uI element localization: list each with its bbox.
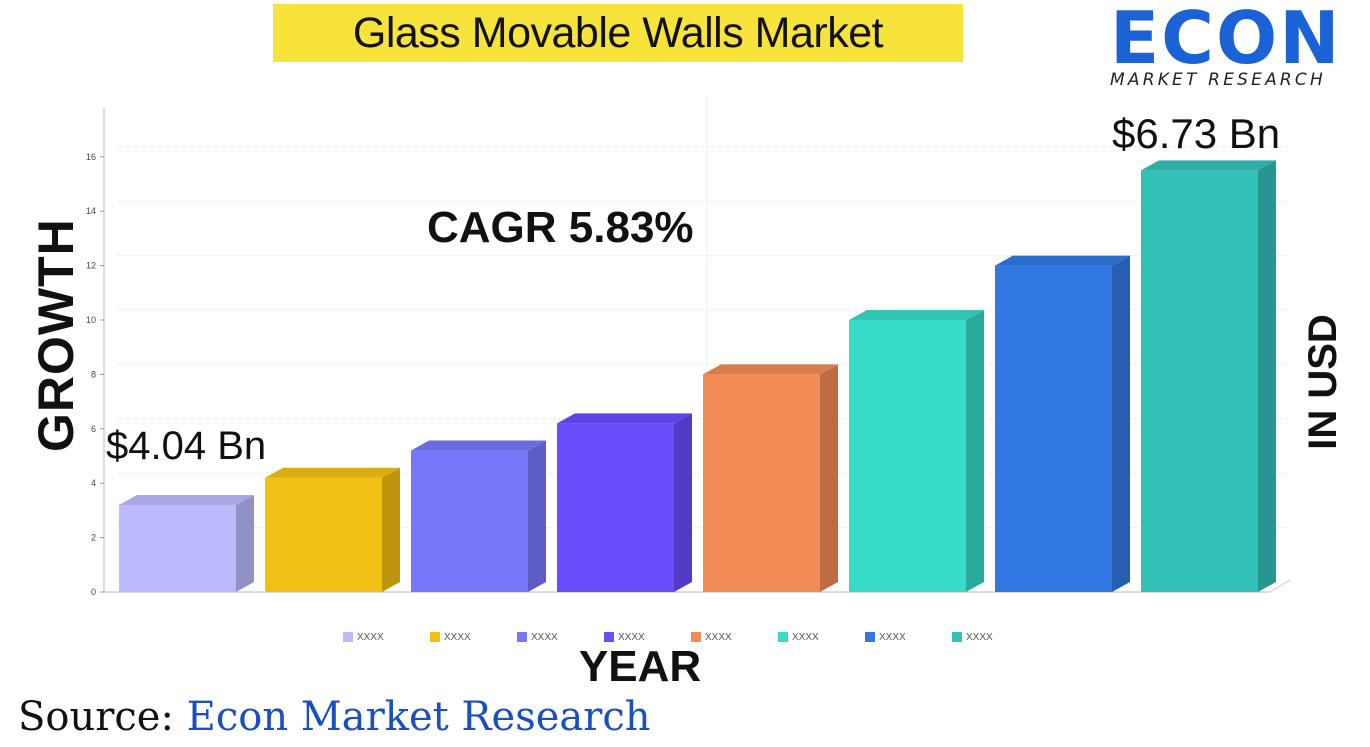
bar-top (995, 255, 1130, 266)
chart-title: Glass Movable Walls Market (352, 8, 884, 57)
bar (265, 477, 382, 592)
y-tick-label: 12 (86, 261, 96, 271)
y-tick-label: 8 (91, 369, 96, 379)
y-tick-label: 14 (86, 206, 96, 216)
legend-label: XXXX (531, 631, 558, 643)
bar (849, 320, 966, 592)
legend-item: XXXX (604, 630, 691, 644)
legend-swatch (604, 632, 614, 642)
legend-swatch (517, 632, 527, 642)
end-value-annotation: $6.73 Bn (1112, 110, 1281, 157)
logo-wordmark: ECON (1110, 0, 1342, 80)
bar-side (382, 467, 400, 592)
y-tick-label: 0 (91, 587, 96, 597)
bar-side (820, 364, 838, 592)
legend-swatch (778, 632, 788, 642)
bar-side (1112, 255, 1130, 592)
bar-side (236, 494, 254, 592)
bar-side (1258, 160, 1276, 592)
bar (411, 450, 528, 592)
bar (703, 374, 820, 592)
source-line: Source: Econ Market Research (18, 694, 651, 740)
x-axis-depth-line (1269, 579, 1291, 593)
title-banner: Glass Movable Walls Market (273, 4, 963, 62)
logo-tagline: MARKET RESEARCH (1110, 70, 1326, 90)
y-tick-label: 10 (86, 315, 96, 325)
legend-label: XXXX (792, 631, 819, 643)
tick-labels: 0 2 4 6 8 10 12 14 16 (86, 152, 96, 597)
legend-label: XXXX (618, 631, 645, 643)
bar (557, 423, 674, 592)
legend-swatch (952, 632, 962, 642)
y-tick-label: 4 (91, 478, 96, 488)
y-tick-label: 16 (86, 152, 96, 162)
bar (119, 504, 236, 592)
legend-swatch (865, 632, 875, 642)
legend-item: XXXX (691, 630, 778, 644)
legend-label: XXXX (357, 631, 384, 643)
econ-logo: ECON MARKET RESEARCH (1108, 0, 1363, 96)
bar-side (966, 310, 984, 592)
legend-label: XXXX (966, 631, 993, 643)
start-value-annotation: $4.04 Bn (106, 424, 267, 468)
legend-label: XXXX (444, 631, 471, 643)
bar-top (1141, 160, 1276, 171)
legend: XXXX XXXX XXXX XXXX XXXX XXXX XXXX XXXX (343, 630, 1039, 644)
bar-top (119, 494, 254, 505)
y-tick-label: 2 (91, 533, 96, 543)
legend-swatch (430, 632, 440, 642)
legend-item: XXXX (430, 630, 517, 644)
legend-swatch (343, 632, 353, 642)
bar-side (528, 440, 546, 592)
legend-item: XXXX (343, 630, 430, 644)
bar-side (674, 413, 692, 592)
source-name: Econ Market Research (186, 694, 651, 740)
bars-layer (119, 160, 1276, 592)
bar-top (849, 310, 984, 320)
legend-label: XXXX (879, 631, 906, 643)
bar (1141, 170, 1258, 592)
unit-label: IN USD (1301, 314, 1345, 450)
bar (995, 265, 1112, 592)
bar-top (703, 364, 838, 375)
legend-item: XXXX (517, 630, 604, 644)
y-tick-label: 6 (91, 424, 96, 434)
y-axis-label: GROWTH (28, 218, 84, 452)
bar-top (557, 413, 692, 424)
legend-item: XXXX (778, 630, 865, 644)
source-label: Source: (18, 694, 174, 740)
legend-label: XXXX (705, 631, 732, 643)
legend-item: XXXX (952, 630, 1039, 644)
legend-swatch (691, 632, 701, 642)
legend-item: XXXX (865, 630, 952, 644)
bar-top (265, 467, 400, 478)
bar-top (411, 440, 546, 451)
x-axis-label: YEAR (578, 642, 702, 691)
cagr-annotation: CAGR 5.83% (427, 203, 694, 252)
